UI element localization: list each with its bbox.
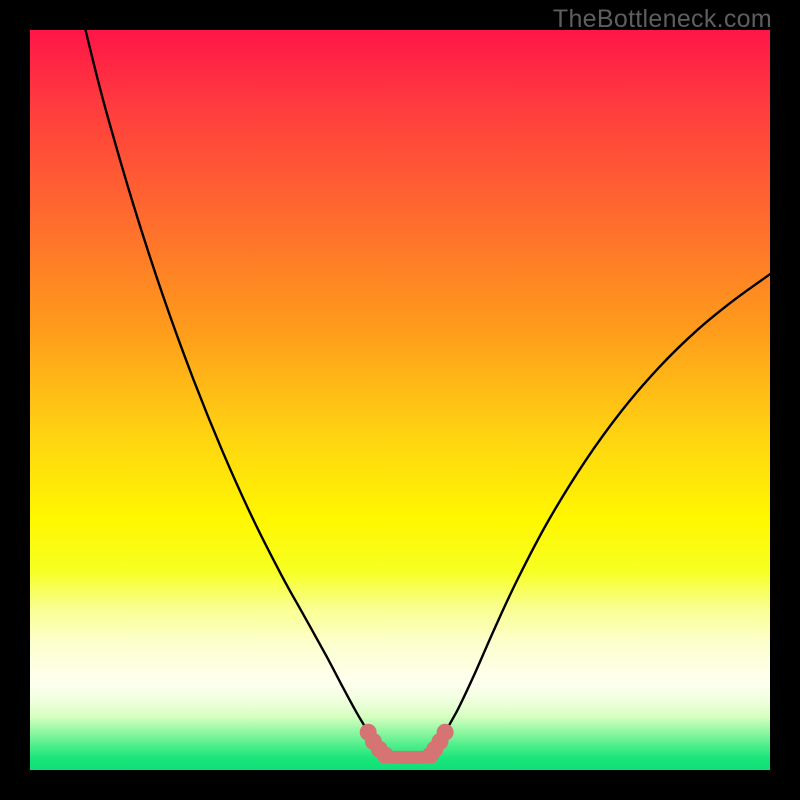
chart-svg xyxy=(0,0,800,800)
sweet-spot-dot xyxy=(437,724,454,741)
stage: TheBottleneck.com xyxy=(0,0,800,800)
watermark-text: TheBottleneck.com xyxy=(553,5,772,34)
gradient-plot-area xyxy=(30,30,770,770)
sweet-spot-dot xyxy=(377,747,394,764)
